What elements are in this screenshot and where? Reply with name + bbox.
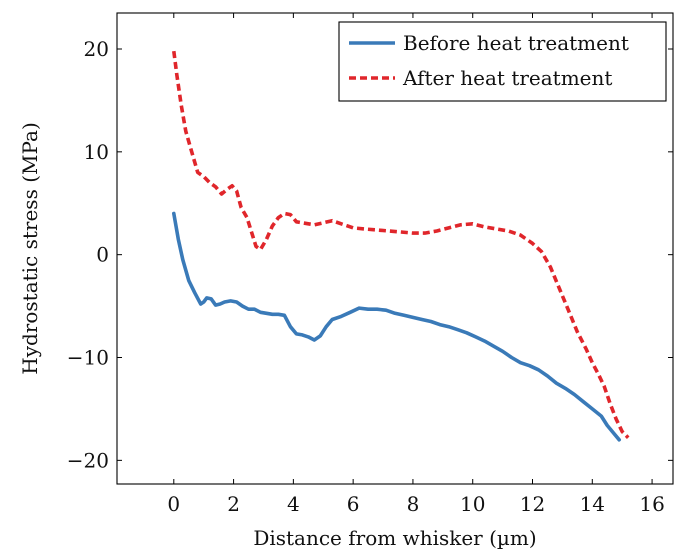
- x-axis-label: Distance from whisker (µm): [253, 526, 536, 550]
- y-tick-label: 10: [84, 140, 109, 164]
- plot-frame: [116, 12, 674, 485]
- y-tick-label: −10: [67, 346, 109, 370]
- y-tick-label: 0: [96, 243, 109, 267]
- x-tick-label: 12: [520, 492, 545, 516]
- y-axis-label: Hydrostatic stress (MPa): [18, 122, 42, 375]
- ticks-layer: [117, 13, 673, 484]
- y-tick-label: −20: [67, 448, 109, 472]
- x-tick-label: 2: [227, 492, 240, 516]
- x-tick-label: 10: [460, 492, 485, 516]
- legend: Before heat treatment After heat treatme…: [338, 21, 667, 102]
- x-tick-label: 6: [347, 492, 360, 516]
- series-line-before: [172, 211, 622, 442]
- x-tick-label: 8: [407, 492, 420, 516]
- legend-box: [338, 21, 667, 102]
- series-layer: [172, 50, 630, 442]
- legend-label-after: After heat treatment: [402, 66, 612, 90]
- y-tick-label: 20: [84, 37, 109, 61]
- series-line-after: [172, 50, 630, 439]
- x-tick-label: 14: [580, 492, 605, 516]
- x-tick-label: 0: [167, 492, 180, 516]
- legend-label-before: Before heat treatment: [403, 31, 629, 55]
- tick-labels-layer: 0 2 4 6 8 10 12 14 16 20 10 0 −10 −20: [67, 37, 665, 516]
- x-tick-label: 4: [287, 492, 300, 516]
- x-tick-label: 16: [639, 492, 664, 516]
